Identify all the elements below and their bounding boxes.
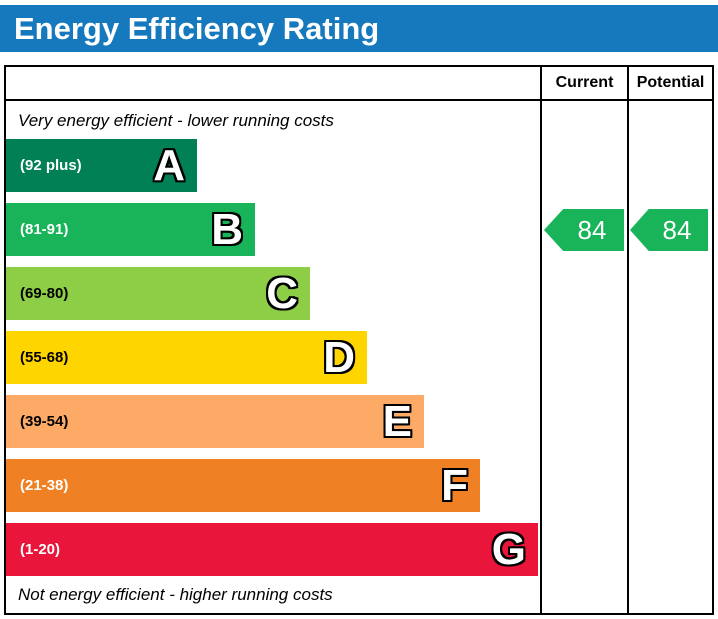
band-letter: F	[441, 460, 468, 510]
band-letter: G	[491, 524, 526, 574]
band-letter: B	[211, 204, 243, 254]
band-bar-e: (39-54) E	[6, 395, 424, 448]
band-letter: E	[382, 396, 412, 446]
potential-column-header: Potential	[636, 74, 705, 91]
potential-column-divider	[627, 67, 629, 613]
chart-box: Current Potential Very energy efficient …	[4, 65, 714, 615]
band-bar-f: (21-38) F	[6, 459, 480, 512]
band-range-label: (69-80)	[20, 285, 69, 302]
band-bar-a: (92 plus) A	[6, 139, 197, 192]
band-bar-c: (69-80) C	[6, 267, 310, 320]
band-letter: C	[266, 268, 298, 318]
band-bar-d: (55-68) D	[6, 331, 367, 384]
band-range-label: (92 plus)	[20, 157, 82, 174]
current-rating-arrow: 84	[544, 209, 624, 251]
rating-bands: (92 plus) A (81-91) B (69-80) C (55-68) …	[6, 139, 540, 587]
current-column-divider	[540, 67, 542, 613]
band-range-label: (39-54)	[20, 413, 69, 430]
current-column-header: Current	[555, 74, 614, 91]
band-bar-b: (81-91) B	[6, 203, 255, 256]
top-note: Very energy efficient - lower running co…	[18, 111, 334, 130]
band-range-label: (1-20)	[20, 541, 61, 558]
band-range-label: (21-38)	[20, 477, 69, 494]
current-rating-value: 84	[577, 214, 607, 245]
bottom-note: Not energy efficient - higher running co…	[18, 585, 333, 604]
potential-rating-value: 84	[662, 214, 692, 245]
column-header-row: Current Potential	[6, 67, 712, 101]
band-letter: A	[153, 140, 185, 190]
page-title: Energy Efficiency Rating	[14, 10, 380, 46]
band-range-label: (81-91)	[20, 221, 69, 238]
band-range-label: (55-68)	[20, 349, 69, 366]
band-bar-g: (1-20) G	[6, 523, 538, 576]
title-bar: Energy Efficiency Rating	[0, 5, 718, 52]
band-letter: D	[323, 332, 355, 382]
potential-rating-arrow: 84	[630, 209, 708, 251]
